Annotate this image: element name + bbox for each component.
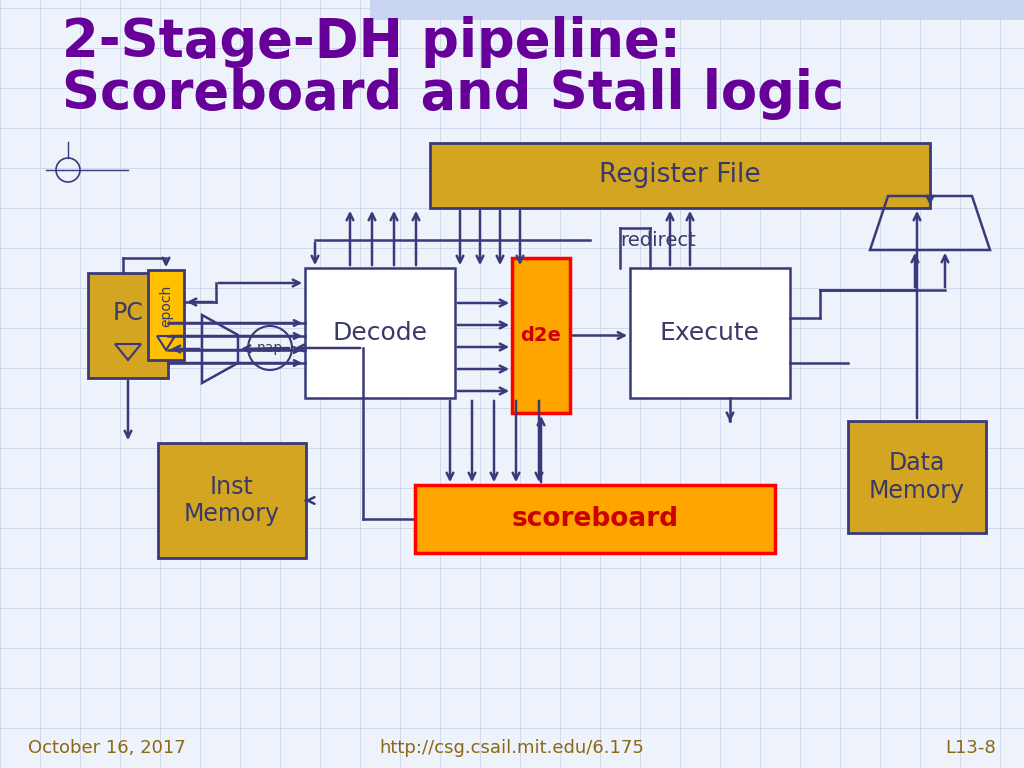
Text: redirect: redirect	[620, 230, 695, 250]
Text: October 16, 2017: October 16, 2017	[28, 739, 185, 757]
FancyBboxPatch shape	[88, 273, 168, 378]
Text: Data
Memory: Data Memory	[869, 451, 965, 503]
Text: Scoreboard and Stall logic: Scoreboard and Stall logic	[62, 68, 844, 120]
FancyBboxPatch shape	[158, 443, 306, 558]
Text: epoch: epoch	[159, 285, 173, 327]
Text: Register File: Register File	[599, 163, 761, 188]
Text: scoreboard: scoreboard	[511, 506, 679, 532]
FancyBboxPatch shape	[305, 268, 455, 398]
FancyBboxPatch shape	[630, 268, 790, 398]
FancyBboxPatch shape	[370, 0, 1024, 20]
Text: d2e: d2e	[520, 326, 561, 345]
FancyBboxPatch shape	[848, 421, 986, 533]
Text: Inst
Memory: Inst Memory	[184, 475, 280, 526]
Text: http://csg.csail.mit.edu/6.175: http://csg.csail.mit.edu/6.175	[380, 739, 644, 757]
Text: L13-8: L13-8	[945, 739, 996, 757]
Text: PC: PC	[113, 301, 143, 325]
FancyBboxPatch shape	[148, 270, 184, 360]
FancyBboxPatch shape	[415, 485, 775, 553]
Text: nap: nap	[257, 341, 283, 355]
Text: Execute: Execute	[660, 321, 760, 345]
Text: Decode: Decode	[333, 321, 427, 345]
Text: 2-Stage-DH pipeline:: 2-Stage-DH pipeline:	[62, 16, 681, 68]
FancyBboxPatch shape	[430, 143, 930, 208]
FancyBboxPatch shape	[512, 258, 570, 413]
